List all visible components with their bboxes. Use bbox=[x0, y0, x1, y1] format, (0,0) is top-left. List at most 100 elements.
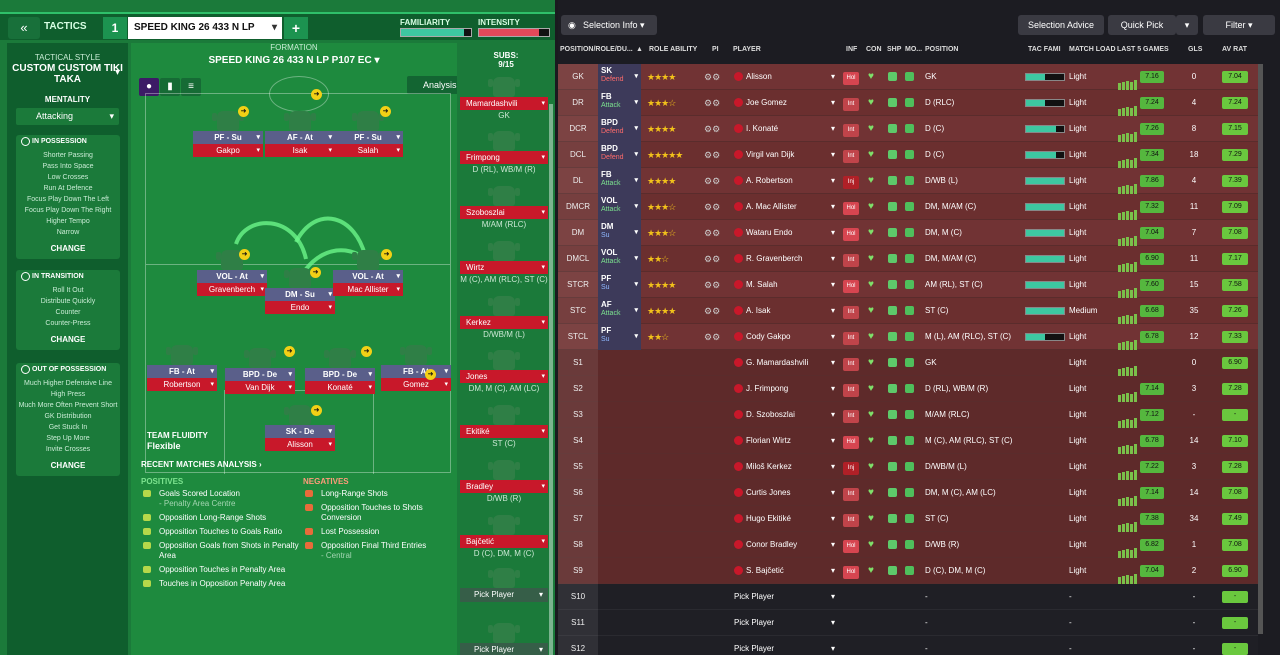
slot-position[interactable]: DL bbox=[558, 168, 598, 194]
sub-name[interactable]: Bajčetić ▾ bbox=[460, 535, 548, 548]
change-in-possession-button[interactable]: CHANGE bbox=[50, 244, 86, 253]
pick-player-button[interactable]: Pick Player ▾ bbox=[460, 643, 548, 655]
arrow-instruction-icon[interactable]: ➜ bbox=[361, 346, 372, 357]
table-row[interactable]: DMCR VOL Attack ▾ ★★★☆ ⚙⚙ A. Mac Allister ▾ Hol ♥… bbox=[558, 194, 1258, 220]
slot-position[interactable]: S4 bbox=[558, 428, 598, 454]
slot-position[interactable]: DCL bbox=[558, 142, 598, 168]
column-header[interactable]: CON bbox=[866, 46, 882, 53]
column-header[interactable]: GLS bbox=[1188, 46, 1203, 53]
player-instructions-icon[interactable]: ⚙⚙ bbox=[704, 254, 721, 264]
pitch-player[interactable]: FB - At ▾ Gomez ▾ bbox=[381, 345, 451, 391]
list-view-icon[interactable]: ≡ bbox=[181, 78, 201, 96]
table-row[interactable]: S9 S. Bajčetić ▾ Hol ♥ D (C), DM, M (C) Light 7… bbox=[558, 558, 1258, 584]
player-cell[interactable]: Joe Gomez ▾ bbox=[734, 90, 839, 116]
sub-player[interactable]: Ekitiké ▾ ST (C) bbox=[460, 405, 548, 448]
influence-badge[interactable]: Hol bbox=[843, 558, 863, 584]
slot-position[interactable]: S3 bbox=[558, 402, 598, 428]
player-cell[interactable]: S. Bajčetić ▾ bbox=[734, 558, 839, 584]
column-header[interactable]: AV RAT bbox=[1222, 46, 1248, 53]
mentality-dropdown[interactable]: Attacking ▾ bbox=[16, 108, 119, 125]
player-name[interactable]: Alisson ▾ bbox=[265, 438, 335, 451]
role-cell[interactable]: PF Su ▾ bbox=[598, 324, 641, 350]
tactics-tab-label[interactable]: TACTICS bbox=[44, 21, 87, 32]
table-row[interactable]: S8 Conor Bradley ▾ Hol ♥ D/WB (R) Light 6.82 1 7.… bbox=[558, 532, 1258, 558]
influence-badge[interactable]: Hol bbox=[843, 532, 863, 558]
arrow-instruction-icon[interactable]: ➜ bbox=[380, 106, 391, 117]
table-row[interactable]: DR FB Attack ▾ ★★★☆ ⚙⚙ Joe Gomez ▾ Int ♥ D (RLC) Li… bbox=[558, 90, 1258, 116]
player-role[interactable]: PF - Su ▾ bbox=[193, 131, 263, 144]
sub-player[interactable]: Bajčetić ▾ D (C), DM, M (C) bbox=[460, 515, 548, 558]
column-header[interactable]: INF bbox=[846, 46, 858, 53]
pitch-player[interactable]: PF - Su ▾ Salah ▾ bbox=[333, 111, 403, 157]
player-role[interactable]: AF - At ▾ bbox=[265, 131, 335, 144]
player-cell[interactable]: Pick Player ▾ bbox=[734, 584, 839, 610]
influence-badge[interactable]: Hol bbox=[843, 220, 863, 246]
table-row[interactable]: DL FB Attack ▾ ★★★★ ⚙⚙ A. Robertson ▾ Inj ♥ D/WB (… bbox=[558, 168, 1258, 194]
player-cell[interactable]: G. Mamardashvili ▾ bbox=[734, 350, 839, 376]
arrow-instruction-icon[interactable]: ➜ bbox=[284, 346, 295, 357]
pick-player-button[interactable]: Pick Player ▾ bbox=[460, 588, 548, 602]
player-role[interactable]: BPD - De ▾ bbox=[305, 368, 375, 381]
sub-name[interactable]: Frimpong ▾ bbox=[460, 151, 548, 164]
slot-position[interactable]: DMCR bbox=[558, 194, 598, 220]
arrow-instruction-icon[interactable]: ➜ bbox=[310, 267, 321, 278]
table-row[interactable]: DCR BPD Defend ▾ ★★★★ ⚙⚙ I. Konaté ▾ Int ♥ D (C) Li… bbox=[558, 116, 1258, 142]
role-cell[interactable]: SK Defend ▾ bbox=[598, 64, 641, 90]
change-in-transition-button[interactable]: CHANGE bbox=[50, 335, 86, 344]
pitch-player[interactable]: BPD - De ▾ Konaté ▾ bbox=[305, 348, 375, 394]
sub-name[interactable]: Wirtz ▾ bbox=[460, 261, 548, 274]
slot-position[interactable]: S9 bbox=[558, 558, 598, 584]
sub-player[interactable]: Jones ▾ DM, M (C), AM (LC) bbox=[460, 350, 548, 393]
arrow-instruction-icon[interactable]: ➜ bbox=[238, 106, 249, 117]
slot-position[interactable]: STC bbox=[558, 298, 598, 324]
table-row[interactable]: GK SK Defend ▾ ★★★★ ⚙⚙ Alisson ▾ Hol ♥ GK Light 7.16… bbox=[558, 64, 1258, 90]
player-role[interactable]: FB - At ▾ bbox=[381, 365, 451, 378]
player-cell[interactable]: A. Mac Allister ▾ bbox=[734, 194, 839, 220]
player-name[interactable]: Gomez ▾ bbox=[381, 378, 451, 391]
player-cell[interactable]: R. Gravenberch ▾ bbox=[734, 246, 839, 272]
table-row[interactable]: S11 Pick Player ▾ - - - - bbox=[558, 610, 1258, 636]
sub-slot-empty[interactable]: Pick Player ▾ bbox=[460, 623, 548, 655]
arrow-instruction-icon[interactable]: ➜ bbox=[311, 405, 322, 416]
table-row[interactable]: S5 Miloš Kerkez ▾ Inj ♥ D/WB/M (L) Light 7.22 3 7… bbox=[558, 454, 1258, 480]
player-name[interactable]: Gravenberch ▾ bbox=[197, 283, 267, 296]
slot-position[interactable]: S6 bbox=[558, 480, 598, 506]
table-row[interactable]: DCL BPD Defend ▾ ★★★★★ ⚙⚙ Virgil van Dijk ▾ Int ♥… bbox=[558, 142, 1258, 168]
role-cell[interactable]: BPD Defend ▾ bbox=[598, 116, 641, 142]
influence-badge[interactable]: Hol bbox=[843, 194, 863, 220]
player-name[interactable]: Van Dijk ▾ bbox=[225, 381, 295, 394]
player-cell[interactable]: Alisson ▾ bbox=[734, 64, 839, 90]
column-header[interactable]: PI bbox=[712, 46, 719, 53]
tactical-style-value[interactable]: CUSTOM CUSTOM TIKI TAKA bbox=[12, 63, 123, 85]
influence-badge[interactable]: Int bbox=[843, 116, 863, 142]
column-header[interactable]: POSITION/ROLE/DU... bbox=[560, 46, 633, 53]
slot-position[interactable]: STCR bbox=[558, 272, 598, 298]
table-row[interactable]: STCL PF Su ▾ ★★☆ ⚙⚙ Cody Gakpo ▾ Int ♥ M (L), AM (… bbox=[558, 324, 1258, 350]
table-row[interactable]: STCR PF Su ▾ ★★★★ ⚙⚙ M. Salah ▾ Hol ♥ AM (RL), ST … bbox=[558, 272, 1258, 298]
influence-badge[interactable]: Int bbox=[843, 480, 863, 506]
role-cell[interactable]: VOL Attack ▾ bbox=[598, 194, 641, 220]
player-cell[interactable]: Curtis Jones ▾ bbox=[734, 480, 839, 506]
table-row[interactable]: S10 Pick Player ▾ - - - - bbox=[558, 584, 1258, 610]
sub-name[interactable]: Kerkez ▾ bbox=[460, 316, 548, 329]
pitch-player[interactable]: BPD - De ▾ Van Dijk ▾ bbox=[225, 348, 295, 394]
sub-player[interactable]: Frimpong ▾ D (RL), WB/M (R) bbox=[460, 131, 548, 174]
pitch-player[interactable]: VOL - At ▾ Mac Allister ▾ bbox=[333, 250, 403, 296]
column-header[interactable]: MATCH LOAD bbox=[1069, 46, 1116, 53]
influence-badge[interactable]: Int bbox=[843, 324, 863, 350]
influence-badge[interactable]: Int bbox=[843, 402, 863, 428]
sub-player[interactable]: Kerkez ▾ D/WB/M (L) bbox=[460, 296, 548, 339]
selection-info-dropdown[interactable]: ◉ Selection Info ▾ bbox=[561, 15, 657, 35]
sub-slot-empty[interactable]: Pick Player ▾ bbox=[460, 568, 548, 602]
influence-badge[interactable]: Inj bbox=[843, 454, 863, 480]
influence-badge[interactable]: Int bbox=[843, 246, 863, 272]
sub-player[interactable]: Wirtz ▾ M (C), AM (RLC), ST (C) bbox=[460, 241, 548, 284]
column-header[interactable]: PLAYER bbox=[733, 46, 761, 53]
pitch-player[interactable]: PF - Su ▾ Gakpo ▾ bbox=[193, 111, 263, 157]
slot-position[interactable]: S10 bbox=[558, 584, 598, 610]
player-instructions-icon[interactable]: ⚙⚙ bbox=[704, 228, 721, 238]
slot-position[interactable]: S1 bbox=[558, 350, 598, 376]
player-cell[interactable]: M. Salah ▾ bbox=[734, 272, 839, 298]
role-cell[interactable]: VOL Attack ▾ bbox=[598, 246, 641, 272]
column-header[interactable]: LAST 5 GAMES bbox=[1117, 46, 1169, 53]
